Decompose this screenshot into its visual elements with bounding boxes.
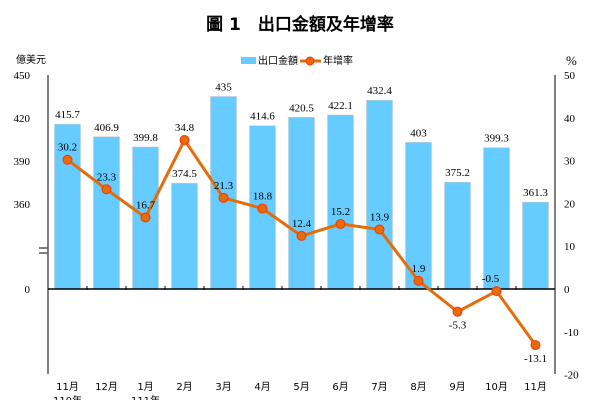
left-tick-label: 450 (14, 70, 31, 82)
line-value-label: 12.4 (292, 218, 312, 230)
x-category-label: 1月 (137, 381, 153, 393)
right-tick-label: 30 (564, 156, 576, 168)
bar-value-label: 399.3 (484, 133, 509, 145)
x-category-label: 8月 (410, 381, 426, 393)
line-value-label: 18.8 (253, 191, 273, 203)
right-tick-label: 40 (564, 113, 576, 125)
left-axis-unit: 億美元 (16, 53, 46, 66)
bar-value-label: 422.1 (328, 100, 353, 112)
right-tick-label: -10 (564, 327, 579, 339)
right-tick-label: -20 (564, 370, 579, 382)
x-category-label: 11月 (56, 381, 79, 393)
line-value-label: 34.8 (175, 122, 195, 134)
line-value-label: -0.5 (482, 273, 500, 285)
x-category-label: 2月 (176, 381, 192, 393)
bar (327, 114, 354, 290)
chart-title: 圖 1 出口金額及年增率 (206, 14, 394, 35)
bar (522, 201, 549, 290)
left-tick-label: 420 (14, 113, 31, 125)
bar (405, 142, 432, 290)
legend: 出口金額 年增率 (241, 54, 353, 67)
bar (483, 147, 510, 290)
line-point (296, 230, 307, 241)
line-point (335, 218, 346, 229)
line-point (530, 340, 541, 351)
bar-value-label: 374.5 (172, 168, 197, 180)
line-value-label: 16.7 (136, 200, 156, 212)
x-category-label: 7月 (371, 381, 387, 393)
bar-value-label: 375.2 (445, 167, 470, 179)
bar-value-label: 420.5 (289, 102, 314, 114)
line-point (62, 154, 73, 165)
left-tick-label: 390 (14, 156, 31, 168)
line-value-label: 13.9 (370, 212, 390, 224)
x-year-label: 111年 (131, 394, 160, 400)
legend-bar-swatch (241, 57, 256, 64)
bar-value-label: 415.7 (55, 109, 80, 121)
bar-value-label: 414.6 (250, 111, 275, 123)
line-point (413, 275, 424, 286)
line-point (452, 306, 463, 317)
bar (366, 99, 393, 290)
left-tick-label: 0 (25, 284, 31, 296)
line-value-label: -13.1 (524, 353, 547, 365)
line-point (140, 212, 151, 223)
line-point (257, 203, 268, 214)
right-tick-label: 0 (564, 284, 570, 296)
right-tick-label: 50 (564, 70, 576, 82)
x-category-label: 4月 (254, 381, 270, 393)
bar (171, 182, 198, 290)
line-point (218, 192, 229, 203)
line-point (374, 224, 385, 235)
x-category-label: 9月 (449, 381, 465, 393)
x-category-label: 10月 (485, 381, 508, 393)
x-category-label: 11月 (524, 381, 547, 393)
right-tick-label: 10 (564, 241, 576, 253)
bar (288, 117, 315, 290)
x-category-label: 5月 (293, 381, 309, 393)
x-category-label: 3月 (215, 381, 231, 393)
bar-value-label: 403 (410, 127, 427, 139)
left-tick-label: 360 (14, 199, 31, 211)
legend-line-label: 年增率 (323, 54, 353, 67)
bar (444, 181, 471, 290)
line-value-label: -5.3 (449, 320, 467, 332)
x-year-label: 110年 (53, 394, 82, 400)
line-value-label: 21.3 (214, 180, 234, 192)
line-value-label: 23.3 (97, 171, 117, 183)
legend-line-marker (305, 56, 315, 66)
x-category-label: 12月 (95, 381, 118, 393)
bar-value-label: 406.9 (94, 122, 119, 134)
line-value-label: 1.9 (412, 263, 426, 275)
bar (93, 136, 120, 290)
right-axis-unit: % (566, 53, 577, 68)
bar (210, 96, 237, 290)
line-point (101, 184, 112, 195)
x-category-label: 6月 (332, 381, 348, 393)
bar-value-label: 399.8 (133, 132, 158, 144)
line-value-label: 15.2 (331, 206, 350, 218)
legend-bar-label: 出口金額 (258, 54, 298, 67)
line-point (179, 135, 190, 146)
line-value-label: 30.2 (58, 142, 77, 154)
right-tick-label: 20 (564, 198, 576, 210)
bar-value-label: 432.4 (367, 85, 392, 97)
line-point (491, 286, 502, 297)
bar-value-label: 435 (215, 82, 232, 94)
bar-value-label: 361.3 (523, 187, 548, 199)
